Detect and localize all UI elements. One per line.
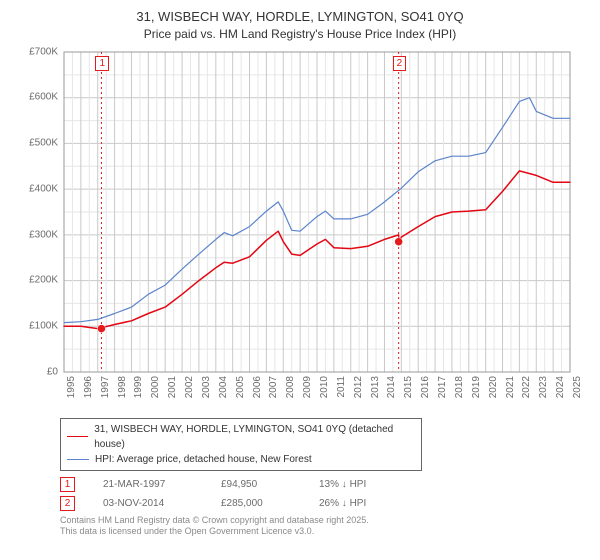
x-axis-tick-label: 2005	[235, 376, 246, 406]
chart-svg	[20, 46, 580, 416]
x-axis-tick-label: 1997	[100, 376, 111, 406]
transaction-date: 03-NOV-2014	[103, 498, 193, 509]
footer-attribution: Contains HM Land Registry data © Crown c…	[60, 515, 590, 538]
x-axis-tick-label: 2017	[437, 376, 448, 406]
y-axis-tick-label: £400K	[20, 183, 58, 194]
x-axis-tick-label: 2018	[454, 376, 465, 406]
x-axis-tick-label: 2024	[555, 376, 566, 406]
y-axis-tick-label: £500K	[20, 138, 58, 149]
footer-line-1: Contains HM Land Registry data © Crown c…	[60, 515, 590, 527]
y-axis-tick-label: £0	[20, 366, 58, 377]
x-axis-tick-label: 2020	[488, 376, 499, 406]
x-axis-tick-label: 2021	[505, 376, 516, 406]
y-axis-tick-label: £600K	[20, 92, 58, 103]
y-axis-tick-label: £700K	[20, 46, 58, 57]
chart-area: £0 £100K £200K £300K £400K £500K £600K £700K 199…	[20, 46, 580, 416]
x-axis-tick-label: 2014	[386, 376, 397, 406]
transaction-date: 21-MAR-1997	[103, 479, 193, 490]
x-axis-tick-label: 2011	[336, 376, 347, 406]
transaction-row: 1 21-MAR-1997 £94,950 13% ↓ HPI	[60, 477, 590, 492]
x-axis-tick-label: 1996	[83, 376, 94, 406]
x-axis-tick-label: 2023	[538, 376, 549, 406]
x-axis-tick-label: 2002	[184, 376, 195, 406]
transaction-marker-label: 2	[393, 56, 407, 71]
x-axis-tick-label: 2003	[201, 376, 212, 406]
x-axis-tick-label: 2019	[471, 376, 482, 406]
x-axis-tick-label: 2008	[285, 376, 296, 406]
x-axis-tick-label: 1995	[66, 376, 77, 406]
x-axis-tick-label: 2022	[521, 376, 532, 406]
chart-subtitle: Price paid vs. HM Land Registry's House …	[10, 26, 590, 42]
x-axis-tick-label: 2012	[353, 376, 364, 406]
legend-row: HPI: Average price, detached house, New …	[67, 452, 415, 467]
x-axis-tick-label: 2000	[150, 376, 161, 406]
transaction-price: £285,000	[221, 498, 291, 509]
transaction-price: £94,950	[221, 479, 291, 490]
x-axis-tick-label: 2015	[403, 376, 414, 406]
transaction-pct: 13% ↓ HPI	[319, 479, 366, 490]
x-axis-tick-label: 1998	[117, 376, 128, 406]
transaction-pct: 26% ↓ HPI	[319, 498, 366, 509]
y-axis-tick-label: £200K	[20, 275, 58, 286]
x-axis-tick-label: 2006	[252, 376, 263, 406]
x-axis-tick-label: 2010	[319, 376, 330, 406]
transaction-marker-label: 1	[95, 56, 109, 71]
y-axis-tick-label: £100K	[20, 321, 58, 332]
transaction-row: 2 03-NOV-2014 £285,000 26% ↓ HPI	[60, 496, 590, 511]
y-axis-tick-label: £300K	[20, 229, 58, 240]
x-axis-tick-label: 2007	[268, 376, 279, 406]
legend-box: 31, WISBECH WAY, HORDLE, LYMINGTON, SO41…	[60, 418, 422, 471]
x-axis-tick-label: 2025	[572, 376, 583, 406]
footer-line-2: This data is licensed under the Open Gov…	[60, 526, 590, 538]
x-axis-tick-label: 2004	[218, 376, 229, 406]
x-axis-tick-label: 2013	[370, 376, 381, 406]
x-axis-tick-label: 2016	[420, 376, 431, 406]
x-axis-tick-label: 2009	[302, 376, 313, 406]
x-axis-tick-label: 2001	[167, 376, 178, 406]
legend-swatch	[67, 436, 88, 437]
legend-row: 31, WISBECH WAY, HORDLE, LYMINGTON, SO41…	[67, 422, 415, 452]
transaction-table: 1 21-MAR-1997 £94,950 13% ↓ HPI 2 03-NOV-2014…	[60, 477, 590, 511]
chart-title: 31, WISBECH WAY, HORDLE, LYMINGTON, SO41…	[10, 8, 590, 26]
transaction-number: 2	[60, 496, 75, 511]
transaction-number: 1	[60, 477, 75, 492]
legend-label: 31, WISBECH WAY, HORDLE, LYMINGTON, SO41…	[94, 422, 415, 452]
legend-swatch	[67, 459, 89, 460]
x-axis-tick-label: 1999	[133, 376, 144, 406]
legend-label: HPI: Average price, detached house, New …	[95, 452, 312, 467]
